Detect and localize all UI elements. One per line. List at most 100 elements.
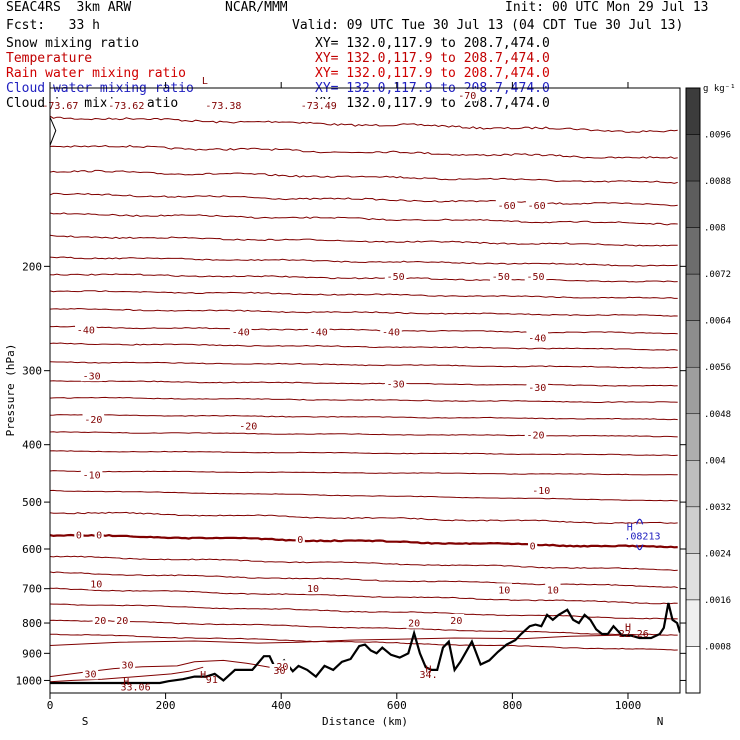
extremum-label: 91 bbox=[206, 675, 218, 686]
colorbar-cell bbox=[685, 227, 701, 275]
label-bg bbox=[80, 369, 103, 382]
valid-time: Valid: 09 UTC Tue 30 Jul 13 (04 CDT Tue … bbox=[292, 18, 684, 33]
temperature-label: -40 bbox=[310, 327, 328, 338]
temperature-label: 30 bbox=[84, 669, 96, 680]
colorbar-label: .0056 bbox=[704, 363, 731, 373]
temperature-label: 10 bbox=[307, 584, 319, 595]
temperature-label: -10 bbox=[83, 470, 101, 481]
label-bg bbox=[50, 98, 81, 111]
x-tick-label: 0 bbox=[47, 699, 54, 712]
cloud-ice-contour bbox=[50, 116, 57, 146]
isotherm bbox=[50, 489, 678, 502]
label-bg bbox=[495, 199, 518, 212]
extremum-label: .08213 bbox=[624, 531, 660, 542]
y-tick-label: 1000 bbox=[16, 674, 43, 687]
isotherm bbox=[50, 633, 678, 651]
temperature-label: 10 bbox=[498, 585, 510, 596]
temperature-label: -20 bbox=[84, 415, 102, 426]
label-bg bbox=[114, 613, 130, 626]
isotherm bbox=[50, 256, 678, 267]
legend-label: Rain water mixing ratio bbox=[6, 66, 187, 81]
extremum-label: H bbox=[426, 665, 432, 676]
model-title: SEAC4RS 3km ARW bbox=[6, 0, 132, 15]
label-bg bbox=[75, 323, 97, 336]
label-bg bbox=[295, 532, 305, 545]
label-bg bbox=[74, 528, 84, 541]
label-bg bbox=[106, 98, 147, 111]
label-bg bbox=[528, 539, 538, 552]
colorbar-label: .0072 bbox=[704, 270, 731, 280]
y-tick-label: 700 bbox=[22, 583, 42, 596]
isotherm bbox=[50, 342, 678, 351]
colorbar-frame bbox=[685, 87, 701, 694]
y-tick-label: 200 bbox=[22, 260, 42, 273]
temperature-label: -40 bbox=[382, 327, 400, 338]
colorbar-cell bbox=[685, 180, 701, 228]
isotherm bbox=[50, 511, 678, 525]
temperature-label: -50 bbox=[492, 272, 510, 283]
legend-label: Snow mixing ratio bbox=[6, 36, 140, 51]
label-bg bbox=[384, 377, 407, 390]
colorbar-cell bbox=[685, 413, 701, 461]
label-bg bbox=[237, 419, 260, 432]
isotherm bbox=[50, 450, 678, 457]
extremum-label: L bbox=[202, 76, 208, 87]
colorbar-cell bbox=[685, 320, 701, 368]
label-bg bbox=[80, 468, 103, 481]
label-bg bbox=[545, 583, 561, 596]
temperature-label: -40 bbox=[528, 333, 546, 344]
temperature-label: -60 bbox=[498, 201, 516, 212]
temperature-label: -70 bbox=[458, 91, 476, 102]
colorbar-label: .0016 bbox=[704, 596, 731, 606]
cloud-water-contour bbox=[636, 518, 644, 525]
temperature-label: -60 bbox=[528, 201, 546, 212]
temperature-label: -73.67 bbox=[42, 101, 78, 112]
temperature-label: -50 bbox=[387, 272, 405, 283]
label-bg bbox=[92, 613, 108, 626]
label-bg bbox=[94, 528, 104, 541]
isotherm bbox=[50, 431, 678, 438]
x-end-label-right: N bbox=[657, 715, 664, 728]
y-tick-label: 900 bbox=[22, 647, 42, 660]
label-bg bbox=[526, 380, 549, 393]
temperature-label: 10 bbox=[90, 580, 102, 591]
label-bg bbox=[229, 325, 252, 338]
temperature-label: 20 bbox=[94, 616, 106, 627]
temperature-label: 20 bbox=[450, 616, 462, 627]
center-label: NCAR/MMM bbox=[225, 0, 288, 15]
extremum-label: H bbox=[200, 670, 206, 681]
legend-label: Temperature bbox=[6, 51, 93, 66]
isotherm bbox=[50, 212, 678, 226]
isotherm bbox=[50, 380, 678, 387]
temperature-label: 20 bbox=[408, 619, 420, 630]
isotherm bbox=[50, 603, 678, 620]
label-bg bbox=[384, 269, 407, 282]
label-bg bbox=[203, 98, 244, 111]
legend-xy: XY= 132.0,117.9 to 208.7,474.0 bbox=[315, 51, 550, 66]
colorbar-label: .008 bbox=[704, 224, 726, 234]
label-bg bbox=[380, 325, 402, 338]
isotherm bbox=[50, 169, 678, 184]
temperature-label: 0 bbox=[297, 535, 303, 546]
isotherm bbox=[50, 115, 678, 133]
label-bg bbox=[524, 428, 547, 441]
colorbar-cell bbox=[685, 460, 701, 508]
isotherm bbox=[50, 361, 678, 369]
label-bg bbox=[448, 613, 465, 626]
isotherm bbox=[50, 192, 678, 207]
label-bg bbox=[526, 331, 549, 344]
x-tick-label: 400 bbox=[271, 699, 291, 712]
label-bg bbox=[525, 199, 548, 212]
extremum-label: H bbox=[627, 523, 633, 534]
isotherm bbox=[50, 413, 678, 421]
label-bg bbox=[307, 325, 330, 338]
temperature-label: -20 bbox=[239, 422, 257, 433]
label-bg bbox=[298, 98, 339, 111]
colorbar-cell bbox=[685, 506, 701, 554]
colorbar-unit: g kg⁻¹ bbox=[703, 84, 736, 94]
temperature-label: 30 bbox=[273, 666, 285, 677]
colorbar-label: .0048 bbox=[704, 410, 731, 420]
label-bg bbox=[524, 269, 547, 282]
colorbar-cell bbox=[685, 646, 701, 694]
